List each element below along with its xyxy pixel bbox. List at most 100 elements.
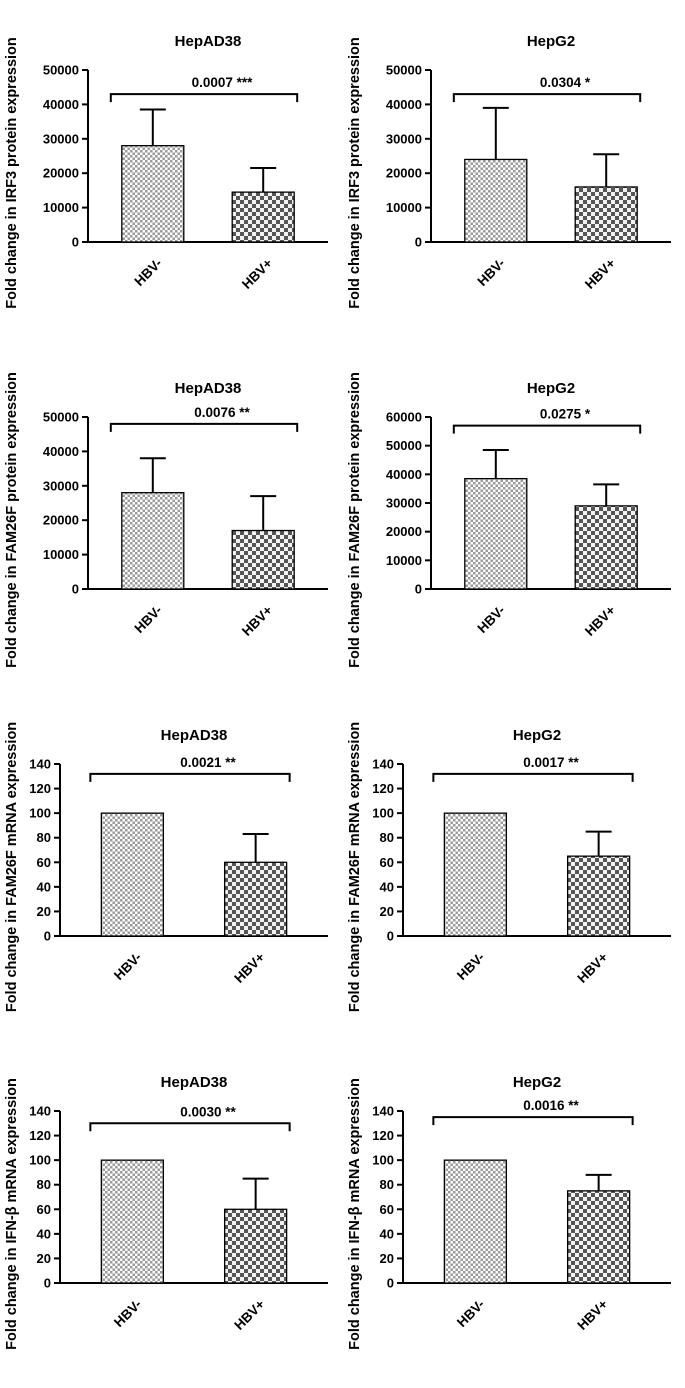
y-tick-label: 20 xyxy=(379,1251,393,1266)
significance-bracket xyxy=(89,1122,291,1132)
y-tick-label: 60 xyxy=(379,1202,393,1217)
significance-bracket xyxy=(89,772,291,782)
p-value-label: 0.0076 ** xyxy=(194,405,250,420)
significance-bracket xyxy=(431,772,634,782)
p-value-label: 0.0030 ** xyxy=(180,1104,236,1119)
x-tick-label: HBV+ xyxy=(239,602,275,638)
x-tick-label: HBV+ xyxy=(581,255,617,291)
x-tick-label: HBV- xyxy=(111,950,144,983)
chart-title: HepG2 xyxy=(512,727,560,744)
y-tick-label: 140 xyxy=(372,1104,394,1119)
y-axis-label: Fold change in FAM26F mRNA expression xyxy=(347,722,363,1012)
bar-hbv-plus xyxy=(574,186,638,243)
y-tick-label: 60 xyxy=(37,855,51,870)
y-tick-label: 60 xyxy=(379,855,393,870)
y-tick-label: 20 xyxy=(37,904,51,919)
y-tick-label: 10000 xyxy=(43,200,79,215)
y-tick-label: 40000 xyxy=(43,444,79,459)
y-tick-label: 0 xyxy=(386,929,393,944)
chart-cell-1: 0 10000 20000 30000 40000 50000 HepG2 Fold chan… xyxy=(343,0,685,347)
bar-hbv-minus xyxy=(443,812,507,937)
chart-title: HepAD38 xyxy=(175,380,242,397)
y-tick-label: 140 xyxy=(372,757,394,772)
chart-cell-6: 0 20 40 60 80 100 120 140 HepAD38 Fold change in … xyxy=(0,1041,342,1388)
y-axis-label: Fold change in FAM26F mRNA expression xyxy=(4,722,20,1012)
chart-svg: 0 20 40 60 80 100 120 140 HepAD38 Fold change in … xyxy=(4,1074,328,1350)
chart-cell-2: 0 10000 20000 30000 40000 50000 HepAD38 Fold ch… xyxy=(0,347,342,694)
p-value-label: 0.0017 ** xyxy=(523,755,579,770)
x-tick-label: HBV+ xyxy=(239,255,275,291)
y-tick-label: 0 xyxy=(44,1276,51,1291)
chart-cell-3: 0 10000 20000 30000 40000 50000 60000 HepG2 Fold… xyxy=(343,347,685,694)
chart-svg: 0 20 40 60 80 100 120 140 HepG2 Fold change in IF… xyxy=(347,1074,671,1350)
chart-title: HepAD38 xyxy=(175,33,242,50)
significance-bracket xyxy=(452,93,641,103)
x-tick-label: HBV- xyxy=(454,950,487,983)
x-tick-label: HBV+ xyxy=(231,1296,267,1332)
bar-hbv-minus xyxy=(121,145,185,243)
y-tick-label: 30000 xyxy=(43,131,79,146)
y-tick-label: 40 xyxy=(37,879,51,894)
bar-hbv-plus xyxy=(231,191,295,243)
y-tick-label: 120 xyxy=(372,1128,394,1143)
y-tick-label: 30000 xyxy=(385,496,421,511)
y-tick-label: 80 xyxy=(379,830,393,845)
y-tick-label: 0 xyxy=(386,1276,393,1291)
y-tick-label: 10000 xyxy=(43,547,79,562)
chart-cell-7: 0 20 40 60 80 100 120 140 HepG2 Fold change in IF… xyxy=(343,1041,685,1388)
y-tick-label: 50000 xyxy=(43,63,79,78)
x-tick-label: HBV+ xyxy=(574,949,610,985)
y-tick-label: 10000 xyxy=(385,200,421,215)
chart-svg: 0 10000 20000 30000 40000 50000 HepG2 Fold chan… xyxy=(347,33,671,309)
y-axis-label: Fold change in IFN-β mRNA expression xyxy=(4,1078,20,1350)
chart-svg: 0 10000 20000 30000 40000 50000 60000 HepG2 Fold… xyxy=(347,372,671,668)
y-tick-label: 80 xyxy=(37,1177,51,1192)
y-tick-label: 120 xyxy=(29,1128,51,1143)
chart-svg: 0 10000 20000 30000 40000 50000 HepAD38 Fold ch… xyxy=(4,33,328,309)
bar-hbv-plus xyxy=(223,1208,288,1284)
bar-hbv-plus xyxy=(566,855,630,937)
y-axis-label: Fold change in IRF3 protein expression xyxy=(4,37,20,309)
y-tick-label: 20 xyxy=(37,1251,51,1266)
y-tick-label: 100 xyxy=(29,806,51,821)
bar-hbv-plus xyxy=(223,861,288,937)
y-tick-label: 0 xyxy=(414,582,421,597)
chart-title: HepG2 xyxy=(512,1074,560,1091)
chart-cell-5: 0 20 40 60 80 100 120 140 HepG2 Fold change in FA… xyxy=(343,694,685,1041)
x-tick-label: HBV- xyxy=(454,1297,487,1330)
axes xyxy=(59,1111,328,1284)
y-tick-label: 20000 xyxy=(385,166,421,181)
y-tick-label: 20000 xyxy=(43,166,79,181)
chart-title: HepG2 xyxy=(526,380,574,397)
bar-hbv-plus xyxy=(231,529,295,590)
y-tick-label: 40000 xyxy=(385,97,421,112)
chart-title: HepG2 xyxy=(526,33,574,50)
significance-bracket xyxy=(109,422,299,432)
y-tick-label: 20000 xyxy=(43,513,79,528)
chart-svg: 0 10000 20000 30000 40000 50000 HepAD38 Fold ch… xyxy=(4,372,328,668)
y-tick-label: 140 xyxy=(29,1104,51,1119)
significance-bracket xyxy=(431,1116,634,1126)
y-tick-label: 60 xyxy=(37,1202,51,1217)
y-tick-label: 120 xyxy=(372,781,394,796)
p-value-label: 0.0007 *** xyxy=(192,75,254,90)
bar-hbv-plus xyxy=(574,505,638,590)
x-tick-label: HBV- xyxy=(474,603,507,636)
y-tick-label: 30000 xyxy=(385,131,421,146)
y-tick-label: 80 xyxy=(37,830,51,845)
y-tick-label: 50000 xyxy=(43,410,79,425)
y-tick-label: 50000 xyxy=(385,63,421,78)
y-tick-label: 100 xyxy=(29,1153,51,1168)
x-tick-label: HBV- xyxy=(131,256,164,289)
x-tick-label: HBV+ xyxy=(231,949,267,985)
y-axis-label: Fold change in FAM26F protein expression xyxy=(347,372,363,668)
y-tick-label: 20000 xyxy=(385,524,421,539)
p-value-label: 0.0021 ** xyxy=(180,755,236,770)
bar-hbv-minus xyxy=(100,1159,165,1284)
chart-cell-0: 0 10000 20000 30000 40000 50000 HepAD38 Fold ch… xyxy=(0,0,342,347)
y-tick-label: 0 xyxy=(44,929,51,944)
bar-hbv-minus xyxy=(121,492,185,590)
p-value-label: 0.0016 ** xyxy=(523,1098,579,1113)
bar-hbv-plus xyxy=(566,1190,630,1284)
